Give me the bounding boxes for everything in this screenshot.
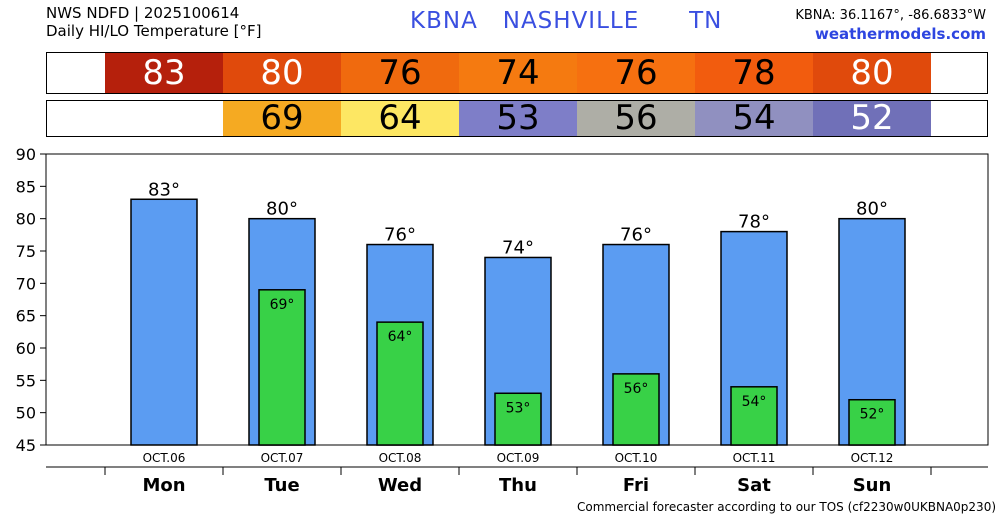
y-tick-label: 80 (16, 210, 36, 229)
low-bar (376, 321, 424, 446)
low-temp-cell: 52 (813, 101, 931, 136)
day-label: Fri (623, 475, 649, 496)
tos-footer: Commercial forecaster according to our T… (577, 500, 997, 514)
date-label: OCT.07 (261, 451, 304, 465)
high-bar (130, 198, 198, 446)
high-bar-label: 78° (738, 212, 770, 233)
low-temp-cell: 69 (223, 101, 341, 136)
low-temp-cell: 54 (695, 101, 813, 136)
high-temp-strip: 83 80 76 74 76 78 80 (46, 52, 988, 94)
y-tick-label: 90 (16, 145, 36, 164)
low-temp-cell: 64 (341, 101, 459, 136)
date-label: OCT.08 (379, 451, 422, 465)
high-bar-label: 80° (856, 199, 888, 220)
y-tick-label: 70 (16, 274, 36, 293)
y-tick-label: 45 (16, 436, 36, 455)
high-bar-label: 74° (502, 237, 534, 258)
date-label: OCT.12 (851, 451, 894, 465)
high-bar-label: 83° (148, 179, 180, 200)
low-bar-label: 53° (506, 400, 531, 416)
high-temp-cell: 74 (459, 53, 577, 93)
date-label: OCT.09 (497, 451, 540, 465)
low-bar (730, 386, 778, 446)
day-label: Thu (499, 475, 537, 496)
high-temp-cell: 76 (341, 53, 459, 93)
low-bar-label: 64° (388, 329, 413, 345)
product-subtitle: Daily HI/LO Temperature [°F] (46, 22, 262, 40)
high-temp-cell: 80 (223, 53, 341, 93)
high-bar-label: 80° (266, 199, 298, 220)
low-temp-cell: 56 (577, 101, 695, 136)
day-label: Sat (737, 475, 771, 496)
y-tick-label: 50 (16, 404, 36, 423)
day-label: Wed (378, 475, 422, 496)
low-bar-label: 56° (624, 381, 649, 397)
low-bar (612, 373, 660, 446)
low-bar (848, 398, 896, 446)
low-bar (494, 392, 542, 446)
y-tick-label: 55 (16, 371, 36, 390)
high-bar-label: 76° (620, 225, 652, 246)
high-temp-cell: 83 (105, 53, 223, 93)
y-tick-label: 60 (16, 339, 36, 358)
date-label: OCT.11 (733, 451, 776, 465)
y-tick-label: 85 (16, 177, 36, 196)
station-title: KBNA NASHVILLE TN (410, 8, 723, 34)
low-bar-label: 52° (860, 407, 885, 423)
y-tick-label: 75 (16, 242, 36, 261)
low-bar (258, 289, 306, 446)
low-temp-cell: 53 (459, 101, 577, 136)
header-left: NWS NDFD | 2025100614 Daily HI/LO Temper… (46, 4, 262, 40)
y-tick-label: 65 (16, 307, 36, 326)
low-bar-label: 69° (270, 297, 295, 313)
site-link[interactable]: weathermodels.com (814, 25, 986, 43)
low-bar-label: 54° (742, 394, 767, 410)
header-right: KBNA: 36.1167°, -86.6833°W weathermodels… (795, 6, 986, 44)
high-temp-cell: 78 (695, 53, 813, 93)
low-temp-strip: 69 64 53 56 54 52 (46, 100, 988, 137)
station-coords: KBNA: 36.1167°, -86.6833°W (795, 8, 986, 23)
high-temp-cell: 80 (813, 53, 931, 93)
day-label: Sun (853, 475, 892, 496)
high-temp-cell: 76 (577, 53, 695, 93)
date-label: OCT.10 (615, 451, 658, 465)
day-label: Tue (264, 475, 299, 496)
high-bar-label: 76° (384, 225, 416, 246)
date-label: OCT.06 (143, 451, 186, 465)
product-title: NWS NDFD | 2025100614 (46, 4, 240, 22)
day-label: Mon (142, 475, 185, 496)
